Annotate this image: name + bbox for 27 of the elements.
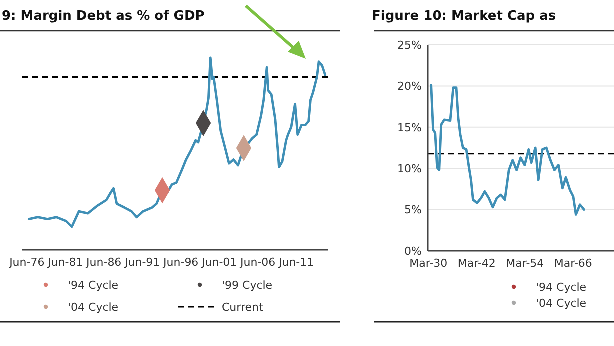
x-tick-label: Jun-91 xyxy=(124,256,160,269)
y-tick-label: 20% xyxy=(398,80,422,94)
x-tick-label: Jun-06 xyxy=(240,256,276,269)
y-tick-label: 0% xyxy=(404,244,422,258)
x-tick-label: Jun-01 xyxy=(201,256,238,269)
y-tick-label: 10% xyxy=(398,162,422,176)
y-tick-label: 25% xyxy=(398,38,422,52)
x-tick-label: Jun-81 xyxy=(47,256,84,269)
y-tick-label: 15% xyxy=(398,121,422,134)
x-tick-label: Mar-54 xyxy=(506,257,544,270)
x-tick-label: Jun-11 xyxy=(278,256,314,269)
x-tick-label: Jun-86 xyxy=(86,256,122,269)
x-tick-label: Mar-30 xyxy=(410,257,448,270)
legend-label: '94 Cycle xyxy=(536,280,587,294)
y-tick-label: 5% xyxy=(404,204,422,217)
legend-label: '99 Cycle xyxy=(222,278,273,292)
x-tick-label: Mar-42 xyxy=(458,257,496,270)
legend-label: Current xyxy=(222,300,264,314)
legend-label: '94 Cycle xyxy=(68,278,119,292)
line-series xyxy=(430,84,586,216)
x-tick-label: Mar-66 xyxy=(554,257,592,270)
chart-title: Figure 10: Market Cap as xyxy=(372,9,556,24)
legend-label: '04 Cycle xyxy=(536,296,587,310)
x-tick-label: Jun-76 xyxy=(8,256,45,269)
x-tick-label: Jun-96 xyxy=(162,256,199,269)
chart-title: 9: Margin Debt as % of GDP xyxy=(2,9,205,24)
legend-label: '04 Cycle xyxy=(68,300,119,314)
